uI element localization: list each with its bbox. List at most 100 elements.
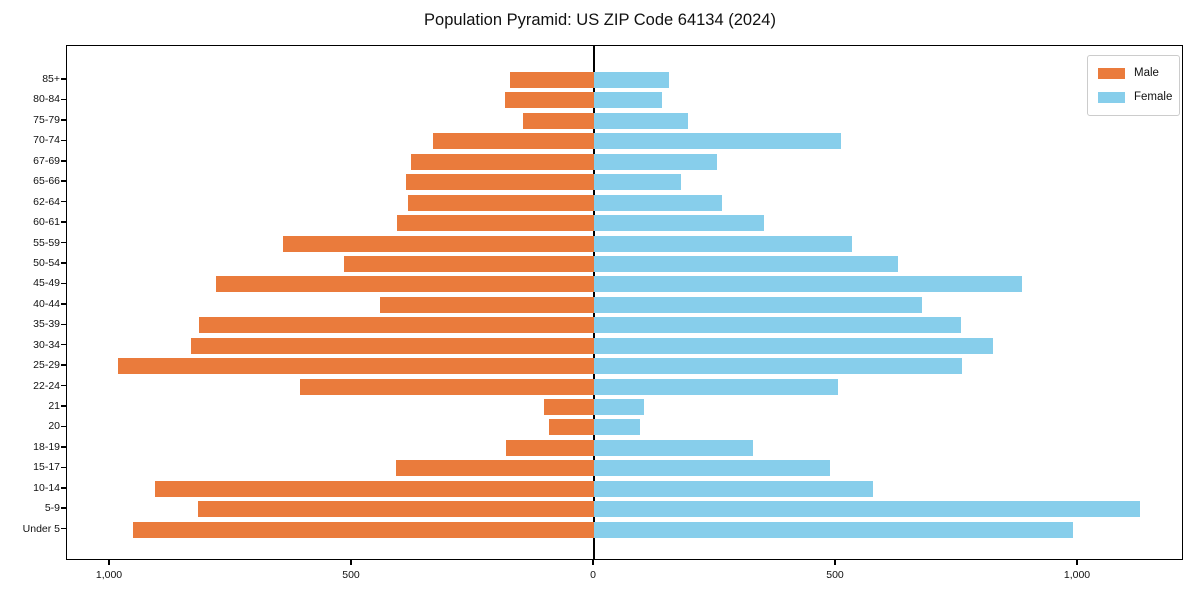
female-bar bbox=[594, 317, 961, 334]
male-bar bbox=[155, 480, 594, 497]
female-bar bbox=[594, 72, 669, 88]
female-bar bbox=[594, 358, 962, 375]
y-tick-label: 70-74 bbox=[33, 134, 60, 147]
male-bar bbox=[544, 399, 594, 415]
y-tick-label: 50-54 bbox=[33, 256, 60, 269]
y-tick-label: 67-69 bbox=[33, 154, 60, 167]
female-bar bbox=[594, 296, 922, 313]
legend-item-female: Female bbox=[1098, 89, 1173, 106]
y-tick-mark bbox=[61, 262, 66, 264]
y-tick-label: 18-19 bbox=[33, 440, 60, 453]
x-tick-label: 1,000 bbox=[1063, 569, 1091, 581]
male-bar bbox=[198, 317, 594, 334]
x-tick-label: 0 bbox=[590, 569, 596, 581]
female-swatch-icon bbox=[1098, 92, 1125, 103]
y-tick-mark bbox=[61, 160, 66, 162]
female-bar bbox=[594, 112, 689, 129]
y-tick-label: 65-66 bbox=[33, 175, 60, 188]
male-bar bbox=[380, 296, 594, 313]
legend-label-male: Male bbox=[1134, 67, 1159, 79]
y-tick-label: Under 5 bbox=[22, 522, 60, 535]
female-bar bbox=[594, 480, 874, 497]
female-bar bbox=[594, 194, 722, 211]
y-tick-mark bbox=[61, 446, 66, 448]
y-tick-label: 10-14 bbox=[33, 481, 60, 494]
x-tick-mark bbox=[108, 560, 110, 565]
x-tick-label: 500 bbox=[342, 569, 360, 581]
male-bar bbox=[505, 92, 594, 109]
y-tick-label: 80-84 bbox=[33, 93, 60, 106]
male-bar bbox=[190, 337, 594, 354]
y-tick-label: 62-64 bbox=[33, 195, 60, 208]
female-bar bbox=[594, 255, 899, 272]
y-tick-mark bbox=[61, 78, 66, 80]
y-tick-mark bbox=[61, 425, 66, 428]
y-tick-mark bbox=[61, 466, 66, 468]
legend-item-male: Male bbox=[1098, 65, 1169, 82]
y-tick-label: 15-17 bbox=[33, 461, 60, 474]
y-tick-mark bbox=[61, 487, 66, 489]
male-bar bbox=[407, 194, 594, 211]
x-tick-mark bbox=[834, 560, 836, 565]
y-tick-mark bbox=[61, 527, 66, 530]
male-bar bbox=[410, 153, 594, 170]
y-tick-label: 85+ bbox=[42, 73, 60, 85]
male-bar bbox=[509, 72, 594, 88]
y-tick-mark bbox=[61, 507, 66, 509]
plot-area bbox=[66, 45, 1183, 560]
y-tick-label: 35-39 bbox=[33, 318, 60, 331]
female-bar bbox=[594, 276, 1023, 293]
y-tick-label: 20 bbox=[48, 420, 60, 433]
y-tick-label: 45-49 bbox=[33, 277, 60, 290]
y-tick-mark bbox=[61, 384, 66, 387]
x-tick-mark bbox=[350, 560, 352, 565]
female-bar bbox=[594, 399, 645, 415]
male-bar bbox=[215, 276, 594, 293]
chart-title: Population Pyramid: US ZIP Code 64134 (2… bbox=[424, 11, 776, 29]
female-bar bbox=[594, 153, 717, 170]
y-tick-mark bbox=[61, 180, 66, 182]
x-tick-label: 1,000 bbox=[95, 569, 123, 581]
male-bar bbox=[506, 439, 594, 456]
male-bar bbox=[118, 358, 594, 375]
y-tick-label: 55-59 bbox=[33, 236, 60, 249]
male-bar bbox=[405, 174, 594, 191]
y-tick-mark bbox=[61, 405, 66, 407]
y-tick-mark bbox=[61, 221, 66, 223]
y-tick-label: 40-44 bbox=[33, 297, 60, 310]
male-bar bbox=[300, 378, 594, 395]
male-bar bbox=[432, 133, 594, 150]
female-bar bbox=[594, 439, 753, 456]
female-bar bbox=[594, 337, 993, 354]
female-bar bbox=[594, 419, 640, 436]
male-bar bbox=[197, 501, 594, 518]
female-bar bbox=[594, 235, 852, 252]
x-tick-mark bbox=[1076, 560, 1078, 565]
male-bar bbox=[548, 419, 594, 436]
female-bar bbox=[594, 521, 1074, 538]
x-tick-mark bbox=[592, 560, 594, 565]
female-bar bbox=[594, 460, 830, 477]
y-tick-label: 75-79 bbox=[33, 113, 60, 126]
y-tick-mark bbox=[61, 323, 66, 325]
female-bar bbox=[594, 174, 681, 191]
y-tick-label: 30-34 bbox=[33, 338, 60, 351]
y-tick-mark bbox=[61, 343, 66, 346]
male-bar bbox=[132, 521, 594, 538]
male-swatch-icon bbox=[1098, 68, 1125, 79]
y-tick-mark bbox=[61, 200, 66, 203]
male-bar bbox=[397, 215, 594, 232]
female-bar bbox=[594, 215, 764, 232]
female-bar bbox=[594, 501, 1140, 518]
y-tick-mark bbox=[61, 119, 66, 121]
legend: Male Female bbox=[1087, 55, 1180, 116]
y-tick-mark bbox=[61, 364, 66, 366]
female-bar bbox=[594, 378, 838, 395]
y-tick-label: 5-9 bbox=[44, 502, 60, 515]
female-bar bbox=[594, 92, 663, 109]
legend-label-female: Female bbox=[1134, 91, 1173, 103]
y-tick-mark bbox=[61, 303, 66, 305]
y-tick-label: 22-24 bbox=[33, 379, 60, 392]
male-bar bbox=[283, 235, 594, 252]
